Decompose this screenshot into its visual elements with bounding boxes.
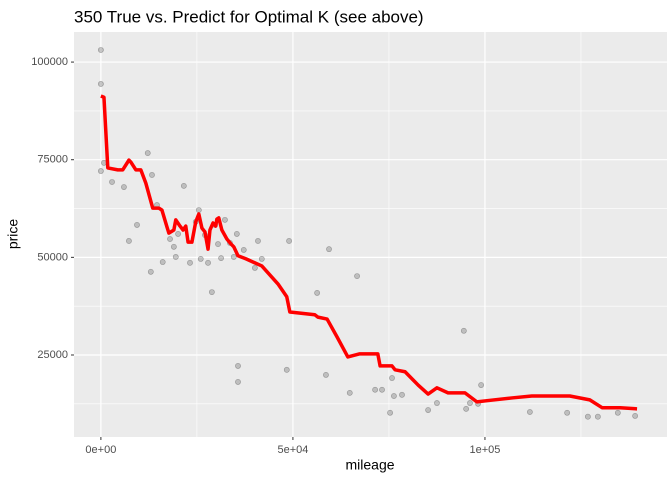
point	[614, 409, 621, 416]
point	[526, 409, 533, 415]
point	[399, 391, 405, 398]
point	[208, 289, 215, 296]
point	[97, 47, 104, 53]
y-tick-label: 75000	[37, 154, 68, 166]
point	[172, 254, 179, 260]
point	[195, 207, 202, 213]
point	[326, 246, 332, 253]
point	[283, 366, 290, 373]
point	[240, 247, 247, 253]
point	[434, 400, 440, 406]
point	[170, 243, 177, 250]
x-tick-label: 5e+04	[277, 444, 308, 456]
chart-title: 350 True vs. Predict for Optimal K (see …	[74, 7, 424, 26]
point	[97, 81, 104, 87]
point	[197, 256, 204, 262]
point	[467, 400, 473, 406]
point	[379, 386, 385, 393]
point	[215, 241, 221, 247]
x-tick-label: 1e+05	[469, 444, 500, 456]
point	[478, 382, 485, 388]
point	[126, 238, 132, 244]
y-tick-label: 100000	[31, 56, 68, 68]
point	[187, 259, 193, 266]
point	[425, 407, 432, 413]
point	[314, 289, 321, 296]
point	[389, 375, 395, 381]
point	[584, 413, 591, 420]
point	[391, 393, 397, 399]
point	[258, 256, 265, 262]
panel	[74, 32, 667, 437]
point	[460, 327, 467, 334]
point	[121, 184, 127, 190]
point	[463, 405, 470, 412]
point	[222, 216, 228, 223]
point	[149, 172, 155, 178]
point	[180, 182, 187, 189]
point	[205, 259, 211, 266]
point	[251, 264, 258, 271]
x-tick-label: 0e+00	[85, 444, 116, 456]
point	[632, 413, 639, 419]
y-tick-label: 50000	[37, 251, 68, 263]
point	[230, 254, 237, 260]
point	[134, 222, 140, 228]
point	[235, 363, 241, 369]
point	[564, 409, 571, 416]
point	[594, 413, 601, 420]
point	[235, 379, 241, 385]
point	[167, 236, 173, 242]
prediction-line	[100, 94, 638, 411]
x-axis-title: mileage	[345, 457, 394, 473]
point	[387, 409, 393, 416]
point	[286, 238, 292, 244]
point	[175, 231, 181, 237]
point	[323, 372, 329, 378]
point	[159, 259, 166, 265]
point	[255, 238, 261, 244]
y-axis-title: price	[5, 219, 21, 250]
point	[354, 273, 360, 279]
point	[218, 255, 224, 262]
point	[109, 179, 115, 185]
point	[233, 231, 240, 237]
point	[97, 168, 104, 174]
point	[144, 150, 151, 156]
point	[147, 268, 154, 275]
point	[372, 386, 379, 393]
point	[346, 389, 353, 396]
y-tick-label: 25000	[37, 349, 68, 361]
